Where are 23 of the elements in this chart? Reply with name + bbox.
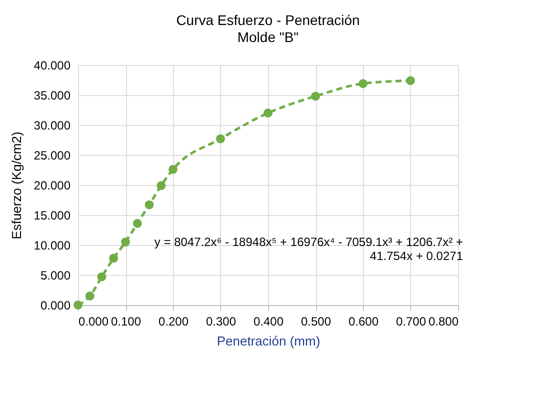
chart-subtitle: Molde "B" xyxy=(237,29,299,45)
annotation: y = 8047.2x⁶ - 18948x⁵ + 16976x⁴ - 7059.1x³ + 1206.7x² + 41.754x + 0.0271 xyxy=(154,235,464,263)
x-tick-label: 0.800 xyxy=(428,314,459,328)
y-tick-label: 40.000 xyxy=(34,58,71,72)
y-axis-title: Esfuerzo (Kg/cm2) xyxy=(8,132,24,240)
x-axis-title: Penetración (mm) xyxy=(216,334,320,348)
x-tick-label: 0.200 xyxy=(158,314,189,328)
chart-title: Curva Esfuerzo - Penetración xyxy=(176,12,360,28)
y-tick-label: 20.000 xyxy=(34,178,71,192)
x-tick-label: 0.000 xyxy=(78,314,109,328)
y-tick-label: 0.000 xyxy=(40,298,71,312)
y-tick-label: 5.000 xyxy=(40,268,71,282)
x-tick-label: 0.600 xyxy=(348,314,379,328)
y-tick-label: 15.000 xyxy=(34,208,71,222)
x-tick-label: 0.400 xyxy=(253,314,284,328)
x-tick-label: 0.300 xyxy=(206,314,236,328)
x-tick-label: 0.700 xyxy=(396,314,426,328)
y-tick-label: 25.000 xyxy=(34,148,71,162)
x-tick-label: 0.100 xyxy=(110,314,142,328)
y-tick-label: 35.000 xyxy=(34,88,71,102)
y-tick-label: 10.000 xyxy=(34,238,71,252)
x-tick-label: 0.500 xyxy=(300,314,332,328)
y-tick-label: 30.000 xyxy=(34,118,71,132)
